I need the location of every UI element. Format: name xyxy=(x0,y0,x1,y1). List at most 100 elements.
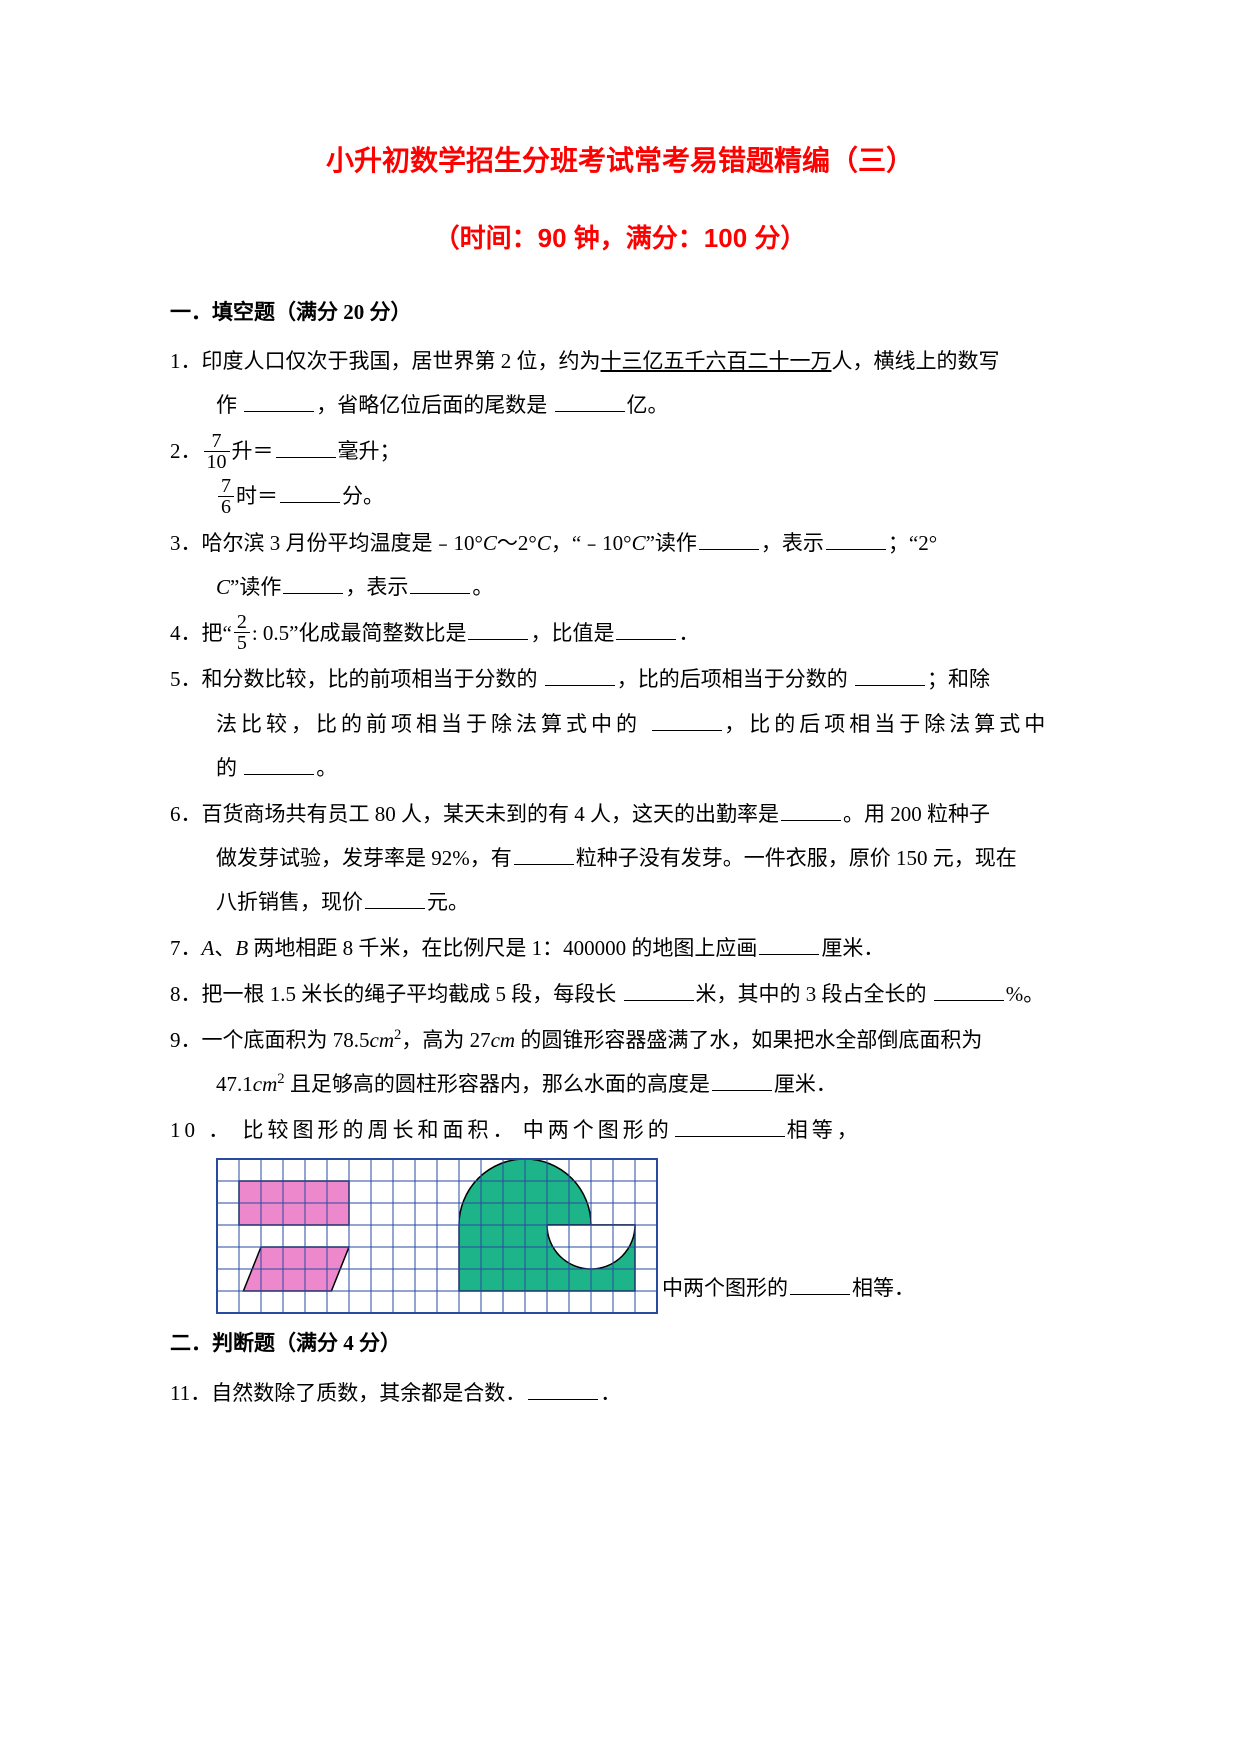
frac-den: 6 xyxy=(218,497,234,517)
q9-t5: 且足够高的圆柱形容器内，那么水面的高度是 xyxy=(285,1072,710,1096)
q8-t1: 把一根 1.5 米长的绳子平均截成 5 段，每段长 xyxy=(202,982,622,1006)
q9-t4: 47.1 xyxy=(216,1072,253,1096)
q7-t3: 厘米． xyxy=(821,936,884,960)
q5-num: 5． xyxy=(170,667,202,691)
question-6: 6．百货商场共有员工 80 人，某天未到的有 4 人，这天的出勤率是 。用 200… xyxy=(170,792,1070,924)
q9-sq2: 2 xyxy=(277,1071,284,1087)
q9-num: 9． xyxy=(170,1028,202,1052)
q3-t1: 哈尔滨 3 月份平均温度是﹣10° xyxy=(202,531,483,555)
blank xyxy=(699,529,759,550)
q3-t9: 。 xyxy=(472,575,493,599)
q9-t6: 厘米． xyxy=(774,1072,837,1096)
question-5: 5．和分数比较，比的前项相当于分数的 ，比的后项相当于分数的 ；和除 法比较，比… xyxy=(170,657,1070,789)
question-8: 8．把一根 1.5 米长的绳子平均截成 5 段，每段长 米，其中的 3 段占全长… xyxy=(170,972,1070,1016)
q6-t5: 八折销售，现价 xyxy=(216,890,363,914)
blank xyxy=(826,529,886,550)
q10-t3: 相等， xyxy=(787,1118,862,1142)
q3-c3: C xyxy=(632,531,646,555)
q1-t4: ，省略亿位后面的尾数是 xyxy=(316,393,552,417)
blank xyxy=(545,665,615,686)
blank xyxy=(528,1379,598,1400)
q10-figure xyxy=(216,1158,658,1314)
blank xyxy=(712,1070,772,1091)
q6-num: 6． xyxy=(170,802,202,826)
question-2: 2．710升＝ 毫升； 76时＝ 分。 xyxy=(170,429,1070,518)
q7-t2: 两地相距 8 千米，在比例尺是 1：400000 的地图上应画 xyxy=(248,936,757,960)
q10-t4: 中两个图形的 xyxy=(662,1276,788,1300)
q3-c2: C xyxy=(537,531,551,555)
blank xyxy=(410,573,470,594)
q9-t1: 一个底面积为 78.5 xyxy=(202,1028,370,1052)
q3-c4: C xyxy=(216,575,230,599)
fraction: 25 xyxy=(234,612,250,653)
blank xyxy=(468,619,528,640)
blank xyxy=(283,573,343,594)
question-3: 3．哈尔滨 3 月份平均温度是﹣10°C～2°C，“﹣10°C”读作，表示；“2… xyxy=(170,521,1070,609)
q6-t3: 做发芽试验，发芽率是 92%，有 xyxy=(216,846,512,870)
q10-after: 中两个图形的 相等． xyxy=(662,1266,915,1314)
question-1: 1．印度人口仅次于我国，居世界第 2 位，约为十三亿五千六百二十一万人，横线上的… xyxy=(170,339,1070,427)
fraction: 76 xyxy=(218,476,234,517)
blank xyxy=(244,754,314,775)
q2-t2: 毫升； xyxy=(338,439,401,463)
blank xyxy=(790,1274,850,1295)
q10-num: 10 ． xyxy=(170,1118,243,1142)
q3-t7: ”读作 xyxy=(230,575,281,599)
q6-t1: 百货商场共有员工 80 人，某天未到的有 4 人，这天的出勤率是 xyxy=(202,802,780,826)
q10-t2: 中两个图形的 xyxy=(523,1118,673,1142)
q7-t1: 、 xyxy=(214,936,235,960)
q3-t8: ，表示 xyxy=(345,575,408,599)
blank xyxy=(759,934,819,955)
title-main: 小升初数学招生分班考试常考易错题精编（三） xyxy=(170,130,1070,192)
frac-num: 7 xyxy=(204,431,230,452)
frac-den: 10 xyxy=(204,452,230,472)
q1-num: 1． xyxy=(170,349,202,373)
q3-t5: ，表示 xyxy=(761,531,824,555)
q2-t4: 分。 xyxy=(342,484,384,508)
q10-t1: 比较图形的周长和面积． xyxy=(243,1118,518,1142)
blank xyxy=(514,844,574,865)
q5-t5: ，比的后项相当于除法算式中 xyxy=(724,712,1049,736)
q6-t6: 元。 xyxy=(427,890,469,914)
q7-num: 7． xyxy=(170,936,202,960)
q2-t3: 时＝ xyxy=(236,484,278,508)
q1-t1: 印度人口仅次于我国，居世界第 2 位，约为 xyxy=(202,349,601,373)
q4-t3: ，比值是 xyxy=(530,621,614,645)
blank xyxy=(280,482,340,503)
q4-num: 4． xyxy=(170,621,202,645)
q4-t1: 把“ xyxy=(202,621,232,645)
blank xyxy=(934,980,1004,1001)
q2-num: 2． xyxy=(170,439,202,463)
question-11: 11．自然数除了质数，其余都是合数．． xyxy=(170,1371,1070,1415)
q3-t4: ”读作 xyxy=(646,531,697,555)
frac-den: 5 xyxy=(234,633,250,653)
question-10: 10 ． 比较图形的周长和面积． 中两个图形的相等， 中两个图形的相等． xyxy=(170,1108,1070,1314)
blank xyxy=(652,710,722,731)
q11-num: 11． xyxy=(170,1381,211,1405)
q9-t3: 的圆锥形容器盛满了水，如果把水全部倒底面积为 xyxy=(515,1028,982,1052)
q9-cm3: cm xyxy=(253,1072,278,1096)
q3-t2: ～2° xyxy=(497,531,537,555)
q6-t4: 粒种子没有发芽。一件衣服，原价 150 元，现在 xyxy=(576,846,1017,870)
blank xyxy=(276,437,336,458)
q3-c1: C xyxy=(483,531,497,555)
q10-t5: 相等． xyxy=(852,1276,915,1300)
q3-num: 3． xyxy=(170,531,202,555)
blank xyxy=(365,888,425,909)
q6-t2: 。用 200 粒种子 xyxy=(843,802,990,826)
q1-t5: 亿。 xyxy=(627,393,669,417)
q5-t3: ；和除 xyxy=(927,667,990,691)
q11-t1: 自然数除了质数，其余都是合数． xyxy=(211,1381,526,1405)
q9-cm2: cm xyxy=(491,1028,516,1052)
q5-t7: 。 xyxy=(316,756,337,780)
blank xyxy=(616,619,676,640)
q9-cm1: cm xyxy=(370,1028,395,1052)
q3-t6: ；“2° xyxy=(888,531,937,555)
q2-t1: 升＝ xyxy=(232,439,274,463)
blank xyxy=(855,665,925,686)
question-7: 7．A、B 两地相距 8 千米，在比例尺是 1：400000 的地图上应画厘米． xyxy=(170,926,1070,970)
title-sub: （时间：90 钟，满分：100 分） xyxy=(170,210,1070,267)
blank xyxy=(624,980,694,1001)
blank xyxy=(781,800,841,821)
q4-t2: : 0.5”化成最简整数比是 xyxy=(252,621,467,645)
